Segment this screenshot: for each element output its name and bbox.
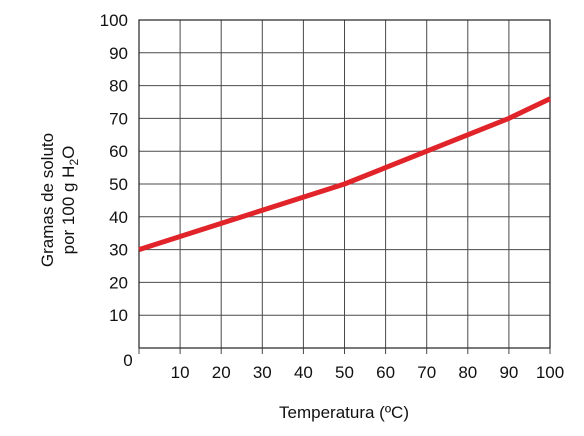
x-tick-label-50: 50 (335, 363, 354, 382)
y-tick-label-50: 50 (109, 175, 128, 194)
y-tick-label-20: 20 (109, 273, 128, 292)
y-axis-title-line2: por 100 g H2O (59, 146, 81, 255)
y-tick-label-80: 80 (109, 77, 128, 96)
y-tick-label-60: 60 (109, 142, 128, 161)
origin-label: 0 (123, 351, 132, 370)
y-tick-labels: 10 20 30 40 50 60 70 80 90 100 (100, 11, 128, 325)
x-axis-title: Temperatura (ºC) (279, 403, 409, 422)
y-tick-label-10: 10 (109, 306, 128, 325)
y-tick-label-70: 70 (109, 109, 128, 128)
x-tick-label-60: 60 (376, 363, 395, 382)
x-tick-label-10: 10 (171, 363, 190, 382)
series-layer (138, 96, 552, 252)
y-tick-label-100: 100 (100, 11, 128, 30)
y-tick-label-40: 40 (109, 208, 128, 227)
x-tick-label-80: 80 (458, 363, 477, 382)
x-tick-labels: 10 20 30 40 50 60 70 80 90 100 (171, 363, 565, 382)
y-axis-title-subscript: 2 (67, 159, 81, 166)
y-axis-title-line1: Gramas de soluto (38, 133, 57, 267)
x-tick-label-70: 70 (417, 363, 436, 382)
x-tick-label-20: 20 (212, 363, 231, 382)
y-tick-label-30: 30 (109, 241, 128, 260)
y-axis-title: Gramas de soluto por 100 g H2O (38, 133, 81, 267)
plot-frame (138, 19, 551, 354)
x-tick-label-40: 40 (294, 363, 313, 382)
y-tick-label-90: 90 (109, 44, 128, 63)
x-tick-label-30: 30 (253, 363, 272, 382)
y-axis-title-line2-suffix: O (59, 146, 78, 159)
x-tick-label-90: 90 (499, 363, 518, 382)
y-axis-title-line2-prefix: por 100 g H (59, 166, 78, 255)
x-tick-label-100: 100 (536, 363, 564, 382)
